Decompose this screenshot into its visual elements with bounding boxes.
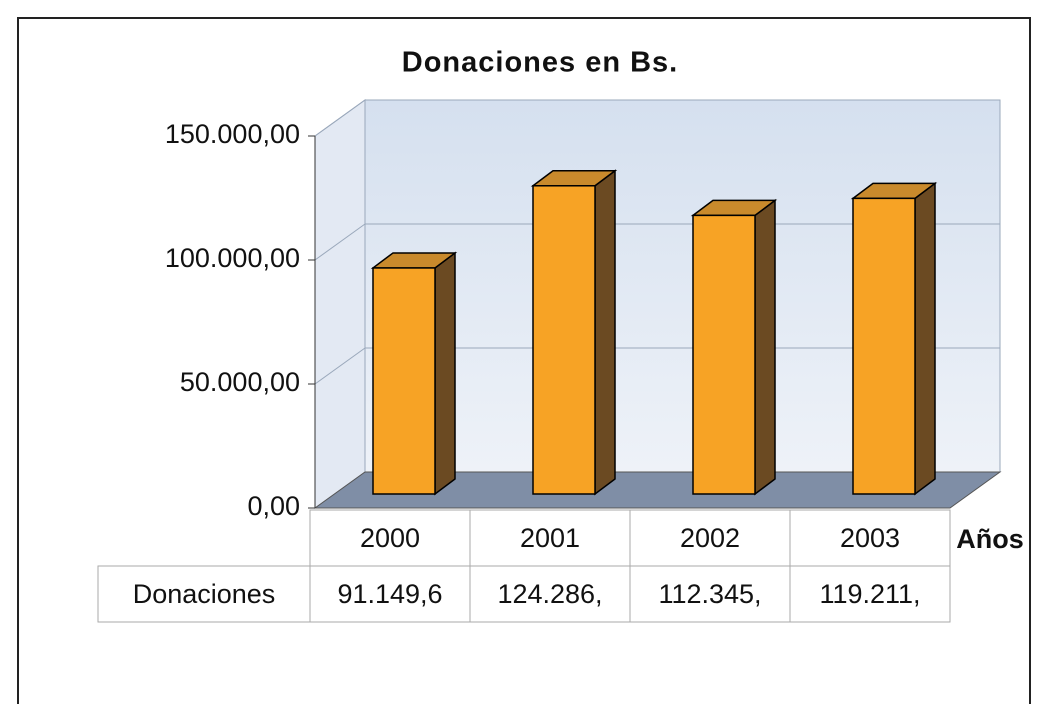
x-tick-label: 2000 (360, 523, 420, 553)
bar-side (754, 198, 776, 496)
bar-side (434, 251, 456, 496)
y-tick-label: 150.000,00 (165, 119, 300, 149)
x-tick-label: 2001 (520, 523, 580, 553)
x-axis-label: Años (956, 524, 1024, 554)
table-row-label: Donaciones (133, 579, 276, 609)
table-value: 91.149,6 (337, 579, 442, 609)
bar-side (594, 169, 616, 496)
grid-line (314, 99, 366, 137)
x-tick-label: 2003 (840, 523, 900, 553)
floor (313, 471, 1002, 509)
bar (532, 185, 596, 495)
table-value: 119.211, (819, 579, 920, 609)
side-wall (314, 99, 366, 509)
y-tick-label: 100.000,00 (165, 243, 300, 273)
table-cell (789, 565, 951, 623)
y-tick-label: 50.000,00 (180, 367, 300, 397)
y-tick-label: 0,00 (247, 491, 300, 521)
chart-title: Donaciones en Bs. (402, 47, 678, 79)
table-value: 112.345, (658, 579, 761, 609)
bar (692, 214, 756, 495)
x-tick-label: 2002 (680, 523, 740, 553)
grid-line (314, 347, 366, 385)
bar (372, 267, 436, 495)
grid-line (314, 223, 366, 261)
bar (852, 197, 916, 495)
table-value: 124.286, (497, 579, 602, 609)
bar-side (914, 181, 936, 496)
